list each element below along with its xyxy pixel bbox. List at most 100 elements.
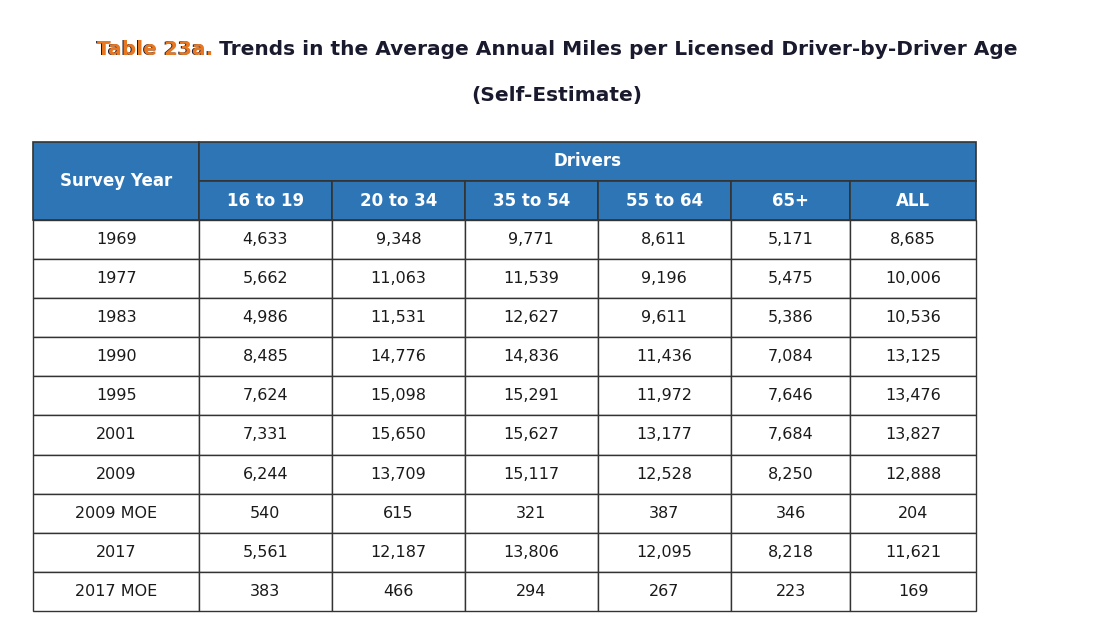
Text: Drivers: Drivers bbox=[554, 152, 622, 170]
Bar bbox=[731, 532, 850, 572]
Text: 7,624: 7,624 bbox=[243, 389, 289, 404]
Text: 169: 169 bbox=[898, 584, 928, 598]
Bar bbox=[465, 298, 598, 337]
Text: ALL: ALL bbox=[896, 191, 930, 210]
Bar bbox=[731, 220, 850, 259]
Bar bbox=[33, 337, 199, 376]
Text: 2017: 2017 bbox=[96, 545, 136, 560]
Text: 5,386: 5,386 bbox=[768, 310, 813, 325]
Bar bbox=[850, 532, 976, 572]
Bar bbox=[332, 532, 465, 572]
Bar bbox=[33, 376, 199, 415]
Text: 11,436: 11,436 bbox=[636, 349, 692, 364]
Bar bbox=[199, 455, 332, 494]
Text: 7,084: 7,084 bbox=[768, 349, 813, 364]
Text: 5,475: 5,475 bbox=[768, 271, 813, 286]
Text: 615: 615 bbox=[383, 506, 413, 521]
Text: 6,244: 6,244 bbox=[243, 466, 289, 481]
Text: 7,684: 7,684 bbox=[768, 428, 813, 442]
Bar bbox=[731, 376, 850, 415]
Bar bbox=[33, 142, 199, 220]
Bar bbox=[731, 181, 850, 220]
Bar bbox=[33, 298, 199, 337]
Bar bbox=[465, 415, 598, 455]
Text: 5,171: 5,171 bbox=[768, 232, 813, 247]
Bar bbox=[465, 494, 598, 532]
Text: 5,561: 5,561 bbox=[243, 545, 289, 560]
Text: 16 to 19: 16 to 19 bbox=[227, 191, 304, 210]
Bar bbox=[850, 259, 976, 298]
Text: 321: 321 bbox=[516, 506, 547, 521]
Text: 13,125: 13,125 bbox=[886, 349, 941, 364]
Text: 13,806: 13,806 bbox=[504, 545, 559, 560]
Bar bbox=[465, 376, 598, 415]
Text: Table 23a.: Table 23a. bbox=[97, 40, 213, 59]
Text: 9,348: 9,348 bbox=[375, 232, 421, 247]
Text: 2001: 2001 bbox=[96, 428, 136, 442]
Bar bbox=[33, 259, 199, 298]
Text: 14,776: 14,776 bbox=[371, 349, 427, 364]
Bar bbox=[731, 572, 850, 611]
Bar bbox=[598, 220, 731, 259]
Bar bbox=[598, 494, 731, 532]
Text: 1995: 1995 bbox=[96, 389, 136, 404]
Bar bbox=[731, 415, 850, 455]
Bar bbox=[199, 337, 332, 376]
Bar bbox=[332, 220, 465, 259]
Bar bbox=[850, 455, 976, 494]
Text: 1977: 1977 bbox=[96, 271, 136, 286]
Bar bbox=[731, 298, 850, 337]
Bar bbox=[33, 572, 199, 611]
Text: 11,531: 11,531 bbox=[370, 310, 427, 325]
Text: 4,986: 4,986 bbox=[243, 310, 289, 325]
Bar bbox=[199, 532, 332, 572]
Bar bbox=[465, 181, 598, 220]
Text: 15,098: 15,098 bbox=[370, 389, 427, 404]
Text: 11,972: 11,972 bbox=[636, 389, 692, 404]
Bar bbox=[199, 376, 332, 415]
Text: Table 23a. Trends in the Average Annual Miles per Licensed Driver-by-Driver Age: Table 23a. Trends in the Average Annual … bbox=[96, 40, 1018, 59]
Bar bbox=[332, 259, 465, 298]
Text: 11,063: 11,063 bbox=[371, 271, 427, 286]
Bar bbox=[33, 415, 199, 455]
Text: 10,006: 10,006 bbox=[886, 271, 941, 286]
Text: 204: 204 bbox=[898, 506, 928, 521]
Bar bbox=[598, 337, 731, 376]
Text: 11,539: 11,539 bbox=[504, 271, 559, 286]
Text: 35 to 54: 35 to 54 bbox=[492, 191, 570, 210]
Text: 10,536: 10,536 bbox=[886, 310, 941, 325]
Bar bbox=[850, 181, 976, 220]
Bar bbox=[199, 298, 332, 337]
Bar bbox=[332, 455, 465, 494]
Bar bbox=[199, 415, 332, 455]
Text: 4,633: 4,633 bbox=[243, 232, 289, 247]
Text: 13,177: 13,177 bbox=[636, 428, 692, 442]
Text: 8,685: 8,685 bbox=[890, 232, 936, 247]
Text: 15,650: 15,650 bbox=[371, 428, 427, 442]
Text: 5,662: 5,662 bbox=[243, 271, 289, 286]
Bar bbox=[598, 181, 731, 220]
Text: 20 to 34: 20 to 34 bbox=[360, 191, 437, 210]
Text: 223: 223 bbox=[775, 584, 805, 598]
Bar bbox=[33, 532, 199, 572]
Text: 7,646: 7,646 bbox=[768, 389, 813, 404]
Text: 294: 294 bbox=[516, 584, 547, 598]
Bar bbox=[731, 259, 850, 298]
Bar bbox=[850, 415, 976, 455]
Text: 8,218: 8,218 bbox=[768, 545, 813, 560]
Text: 12,528: 12,528 bbox=[636, 466, 692, 481]
Bar bbox=[598, 455, 731, 494]
Bar bbox=[33, 455, 199, 494]
Text: 9,196: 9,196 bbox=[642, 271, 687, 286]
Text: 2009 MOE: 2009 MOE bbox=[75, 506, 157, 521]
Text: 11,621: 11,621 bbox=[885, 545, 941, 560]
Text: 1969: 1969 bbox=[96, 232, 136, 247]
Bar bbox=[850, 337, 976, 376]
Bar bbox=[598, 298, 731, 337]
Bar bbox=[332, 415, 465, 455]
Text: 1983: 1983 bbox=[96, 310, 136, 325]
Bar bbox=[465, 572, 598, 611]
Text: 65+: 65+ bbox=[772, 191, 809, 210]
Text: 7,331: 7,331 bbox=[243, 428, 289, 442]
Text: (Self-Estimate): (Self-Estimate) bbox=[471, 86, 643, 105]
